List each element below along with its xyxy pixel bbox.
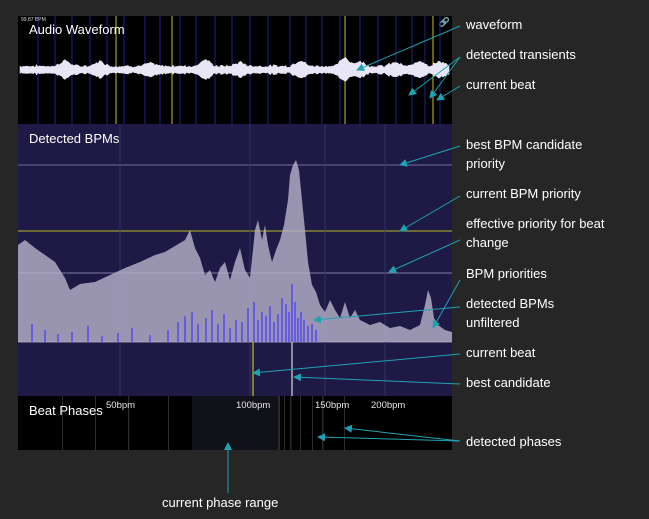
label-best-candidate: best candidate [466,375,551,390]
waveform-title: Audio Waveform [29,22,125,37]
label-bpm-priorities: BPM priorities [466,266,547,281]
detected-phase [168,396,169,450]
detected-phase [322,396,324,450]
beat-phase-blocks [62,396,345,450]
bpm-readout: 99.87 BPM [21,17,46,23]
detected-phase [300,396,301,450]
detected-phase [290,396,292,450]
detected-phase [312,396,313,450]
phase-title: Beat Phases [29,403,103,418]
link-icon[interactable]: 🔗 [438,17,450,27]
bpm-title: Detected BPMs [29,131,120,146]
bpm-priorities-area [18,160,452,342]
tick-50bpm: 50bpm [106,400,136,411]
label-detected-phases: detected phases [466,434,562,449]
tick-200bpm: 200bpm [371,400,406,411]
tick-150bpm: 150bpm [315,400,350,411]
detected-bpm-bars [31,284,317,342]
label-effective-priority: effective priority for beat change [466,216,605,250]
tick-100bpm: 100bpm [236,400,271,411]
waveform-shape [19,57,450,82]
label-waveform: waveform [466,17,523,32]
label-best-candidate-priority: best BPM candidate priority [466,137,583,171]
current-phase-range [192,396,278,450]
label-detected-bpms-unfiltered: detected BPMs unfiltered [466,296,555,330]
bpm-vertical-grid [119,124,386,396]
detected-phase [284,396,285,450]
annotation-arrows [224,25,461,493]
detected-phase [278,396,280,450]
detected-phase [128,396,130,450]
label-detected-transients: detected transients [466,47,576,62]
detected-phase [62,396,63,450]
label-current-beat-mid: current beat [466,345,536,360]
detected-phase [344,396,345,450]
bpm-panel [18,124,452,396]
detected-phase [95,396,96,450]
label-current-beat-top: current beat [466,77,536,92]
label-current-phase-range: current phase range [162,495,279,510]
label-current-bpm-priority: current BPM priority [466,186,581,201]
